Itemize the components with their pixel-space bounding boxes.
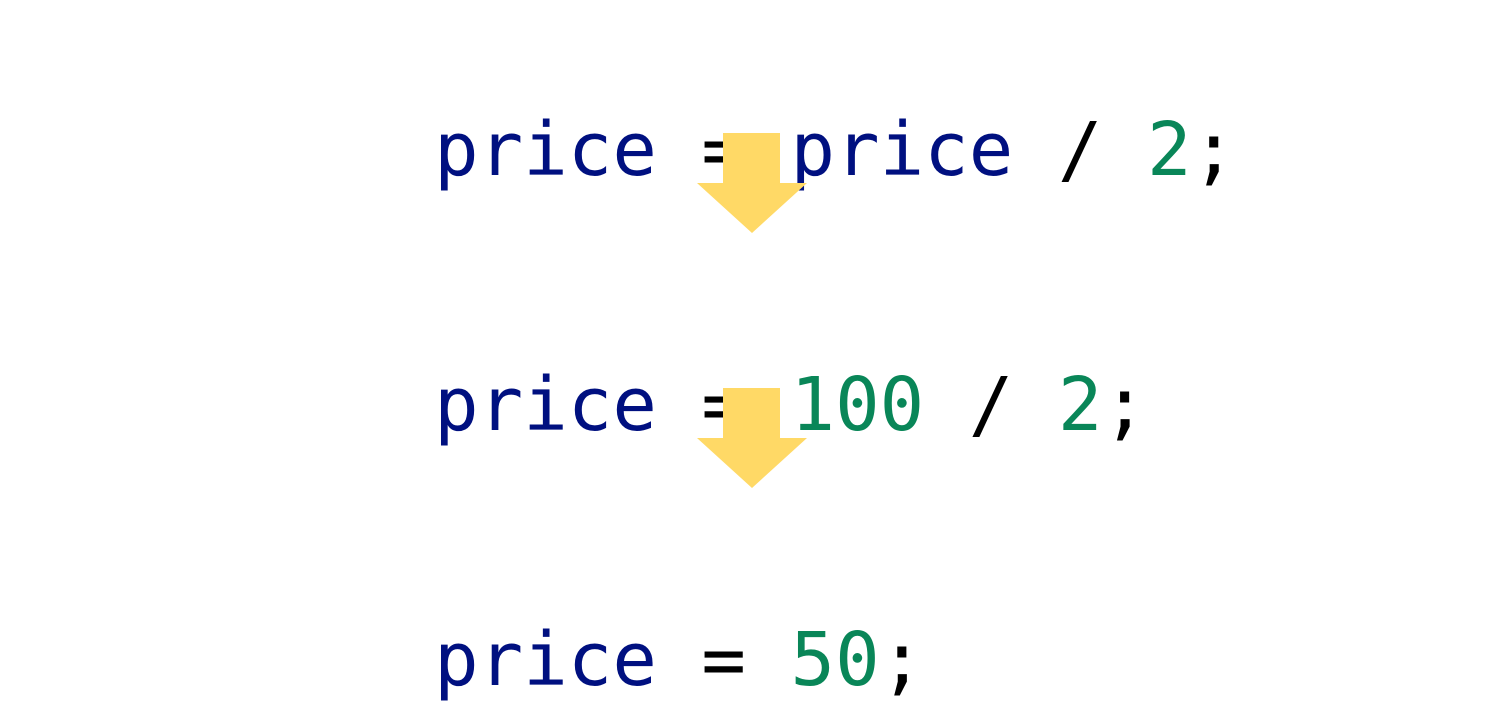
token-number: 2 [1057,362,1103,448]
down-arrow-icon [697,388,807,488]
token-identifier: price [434,362,657,448]
token-semicolon: ; [879,617,925,703]
token-operator: / [924,362,1058,448]
token-semicolon: ; [1191,107,1237,193]
token-number: 50 [790,617,880,703]
code-line-3: price = 50; [345,525,924,705]
token-number: 100 [790,362,925,448]
code-line-1: price = price / 2; [345,15,1236,195]
token-semicolon: ; [1102,362,1147,448]
down-arrow-icon [697,133,807,233]
token-operator: = [656,617,791,703]
token-identifier: price [434,107,657,193]
token-operator: / [1013,107,1147,193]
token-number: 2 [1146,107,1192,193]
token-identifier: price [790,107,1014,193]
token-identifier: price [434,617,657,703]
